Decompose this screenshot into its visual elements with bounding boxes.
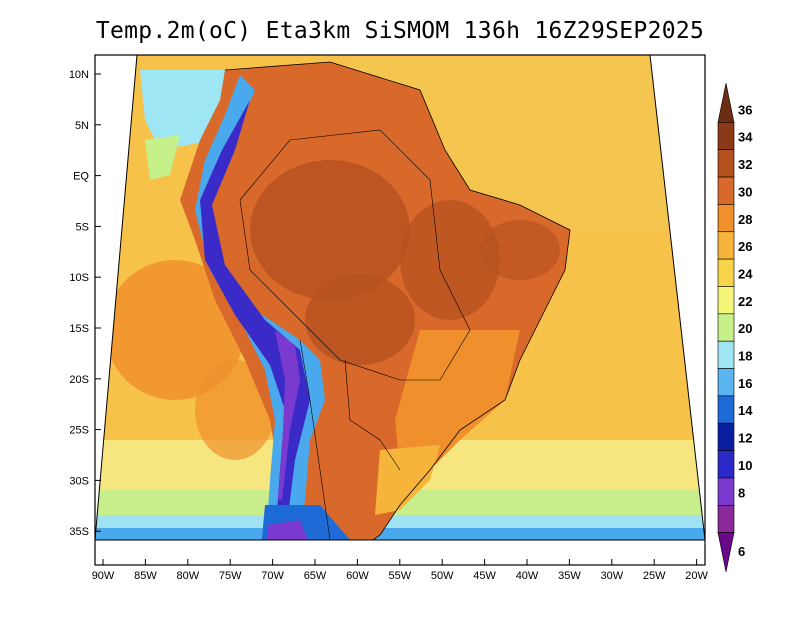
colorbar-segment	[717, 286, 735, 315]
lon-tick-label: 60W	[346, 570, 369, 582]
colorbar-label: 12	[738, 431, 752, 446]
lat-tick-label: 30S	[69, 475, 89, 487]
lat-tick-label: 10N	[69, 69, 89, 81]
lat-tick-label: 5S	[76, 221, 89, 233]
lon-tick-label: 45W	[473, 570, 496, 582]
colorbar-label: 36	[738, 102, 752, 117]
lat-tick-label: EQ	[73, 171, 89, 183]
colorbar-segment	[717, 340, 735, 369]
lat-tick-label: 15S	[69, 323, 89, 335]
colorbar-segment	[717, 313, 735, 342]
colorbar-segment	[717, 258, 735, 287]
colorbar-segment	[717, 477, 735, 506]
lon-tick-label: 80W	[176, 570, 199, 582]
lon-tick-label: 25W	[643, 570, 666, 582]
colorbar-label: 28	[738, 212, 752, 227]
longitude-axis: 90W 85W 80W 75W 70W 65W 60W 55W 50W 45W 40W 35W 30W 2…	[92, 559, 709, 582]
colorbar-segment	[717, 395, 735, 424]
colorbar-segment	[717, 368, 735, 397]
lat-tick-label: 10S	[69, 272, 89, 284]
colorbar-top-triangle	[717, 82, 735, 123]
lon-tick-label: 35W	[558, 570, 581, 582]
latitude-axis: 10N 5N EQ 5S 10S 15S 20S 25S 30S 35S	[69, 69, 101, 538]
lat-tick-label: 25S	[69, 425, 89, 437]
colorbar-segment	[717, 176, 735, 205]
colorbar-label: 8	[738, 485, 745, 500]
colorbar-segment	[717, 204, 735, 233]
colorbar-label: 20	[738, 321, 752, 336]
colorbar-label: 6	[738, 544, 745, 559]
colorbar-label: 26	[738, 239, 752, 254]
map-title: Temp.2m(oC) Eta3km SiSMOM 136h 16Z29SEP2…	[95, 18, 705, 44]
colorbar-label: 24	[738, 266, 753, 281]
lon-tick-label: 90W	[92, 570, 115, 582]
colorbar-label: 34	[738, 130, 753, 145]
lon-tick-label: 55W	[388, 570, 411, 582]
lat-tick-label: 20S	[69, 374, 89, 386]
lat-tick-label: 35S	[69, 526, 89, 538]
lon-tick-label: 70W	[261, 570, 284, 582]
colorbar-label: 32	[738, 157, 752, 172]
colorbar-segment	[717, 504, 735, 533]
colorbar-label: 18	[738, 349, 752, 364]
colorbar-bottom-triangle	[717, 532, 735, 573]
lon-tick-label: 65W	[304, 570, 327, 582]
lon-tick-label: 85W	[134, 570, 157, 582]
temperature-field	[95, 55, 705, 540]
colorbar-segment	[717, 149, 735, 178]
lon-tick-label: 75W	[219, 570, 242, 582]
colorbar-segment	[717, 422, 735, 451]
lat-tick-label: 5N	[75, 120, 89, 132]
colorbar-segment	[717, 122, 735, 151]
lon-tick-label: 30W	[600, 570, 623, 582]
colorbar-label: 16	[738, 376, 752, 391]
colorbar: 36 34 32 30 28 26 24 22 20 18 16 14 12 10 8 6	[717, 82, 753, 573]
colorbar-label: 22	[738, 294, 752, 309]
lon-tick-label: 50W	[431, 570, 454, 582]
lon-tick-label: 40W	[516, 570, 539, 582]
lon-tick-label: 20W	[685, 570, 708, 582]
colorbar-label: 30	[738, 184, 752, 199]
colorbar-segment	[717, 231, 735, 260]
colorbar-segment	[717, 450, 735, 479]
colorbar-label: 10	[738, 458, 752, 473]
colorbar-label: 14	[738, 403, 753, 418]
